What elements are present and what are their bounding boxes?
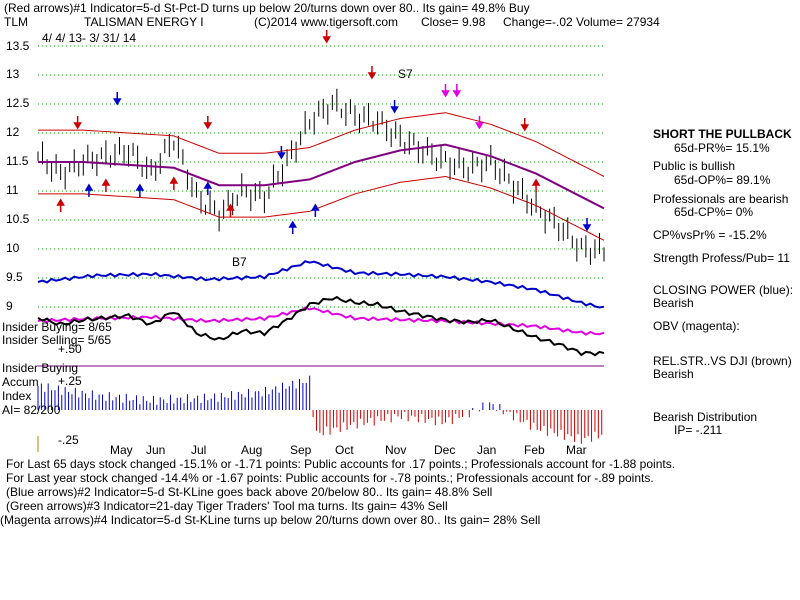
y-tick: 10.5 [6,212,30,226]
month-label: Aug [241,443,263,457]
price-bars [37,88,605,265]
signal-arrow [56,198,65,212]
signal-arrow [531,178,541,192]
y-tick: 11 [6,183,19,197]
date-range: 4/ 4/ 13- 3/ 31/ 14 [42,31,137,45]
moving-average-line [38,143,605,210]
signal-arrow [73,116,82,130]
month-label: Jun [146,443,166,457]
signal-arrow [582,218,592,232]
professionals-state: Professionals are bearish [653,192,789,206]
close-value: Close= 9.98 [421,15,486,29]
signal-arrow [288,220,298,234]
header-line1: (Red arrows)#1 Indicator=5-d St-Pct-D tu… [4,1,530,15]
cpvspr-value: CP%vsPr% = -15.2% [653,228,767,242]
signal-arrow [390,100,399,114]
footer-line: (Green arrows)#3 Indicator=21-day Tiger … [6,499,448,513]
public-state: Public is bullish [653,159,736,173]
month-label: Jan [477,443,497,457]
month-label: Nov [385,443,407,457]
signal-arrows [56,30,592,234]
lower-band-line [38,175,605,241]
ip-value: IP= -.211 [674,423,723,437]
relstr-state: Bearish [653,367,694,381]
month-label: Feb [524,443,545,457]
month-label: Jul [191,443,207,457]
signal-arrow [311,203,320,217]
index-label: Index [2,389,32,403]
y-tick: 12 [6,125,20,139]
distribution-label: Bearish Distribution [653,410,758,424]
signal-arrow [520,118,530,132]
y-tick: 12.5 [6,96,30,110]
signal-arrow [226,203,235,217]
y-tick: 9.5 [6,270,23,284]
accum-minus25: -.25 [58,433,79,447]
signal-arrow [322,30,331,44]
footer-line: For Last year stock changed -14.4% or -1… [6,471,654,485]
y-tick: 13 [6,67,20,81]
signal-b7-label: B7 [232,255,247,269]
copyright: (C)2014 www.tigersoft.com [254,15,399,29]
signal-arrow [441,84,450,98]
signal-arrow [367,66,377,80]
accum-label: Accum [2,375,39,389]
signal-arrow [84,183,94,197]
signal-arrow [452,84,462,98]
y-tick: 11.5 [6,154,29,168]
footer-line: For Last 65 days stock changed -15.1% or… [6,457,676,471]
insider-selling-count: Insider Selling= 5/65 [2,333,112,347]
footer-line: (Blue arrows)#2 Indicator=5-d St-KLine g… [6,485,493,499]
closing-power-label: CLOSING POWER (blue): [653,283,794,297]
signal-arrow [101,178,111,192]
ai-value: AI= 82/200 [2,403,61,417]
footer-line: (Magenta arrows)#4 Indicator=5-d St-KLin… [0,513,541,527]
y-tick: 9 [6,299,13,313]
relative-strength-line [37,295,605,357]
obv-label: OBV (magenta): [653,319,740,333]
month-label: Mar [566,443,587,457]
signal-s7-label: S7 [398,67,413,81]
month-label: May [110,443,133,457]
y-tick: 13.5 [6,39,30,53]
right-title: SHORT THE PULLBACK [653,127,792,141]
price-gridlines [37,45,604,452]
obv-line [37,306,605,336]
company-name: TALISMAN ENERGY I [84,15,204,29]
signal-arrow [169,176,179,190]
upper-band-line [38,112,605,177]
signal-arrow [203,116,213,130]
y-tick: 10 [6,241,20,255]
month-label: Dec [434,443,456,457]
insider-buying-label: Insider Buying [2,361,79,375]
pr-value: 65d-PR%= 15.1% [674,141,770,155]
month-label: Sep [290,443,312,457]
signal-arrow [475,116,484,130]
strength-value: Strength Profess/Pub= 11 [653,251,790,265]
volume-value: Volume= 27934 [576,15,660,29]
accum-plus50: +.50 [58,342,82,356]
accumulation-histogram [37,375,603,444]
signal-arrow [277,146,286,160]
cp-value: 65d-CP%= 0% [674,205,754,219]
signal-arrow [112,92,122,106]
ticker: TLM [4,15,28,29]
change-value: Change=-.02 [503,15,573,29]
op-value: 65d-OP%= 89.1% [674,173,771,187]
insider-buying-count: Insider Buying= 8/65 [2,320,112,334]
closing-power-state: Bearish [653,296,694,310]
accum-plus25: +.25 [58,374,82,388]
series-lines [37,112,605,357]
signal-arrow [135,183,145,197]
closing-power-line [37,260,605,309]
signal-arrow [203,181,213,195]
relstr-label: REL.STR..VS DJI (brown) [653,354,792,368]
month-label: Oct [335,443,354,457]
